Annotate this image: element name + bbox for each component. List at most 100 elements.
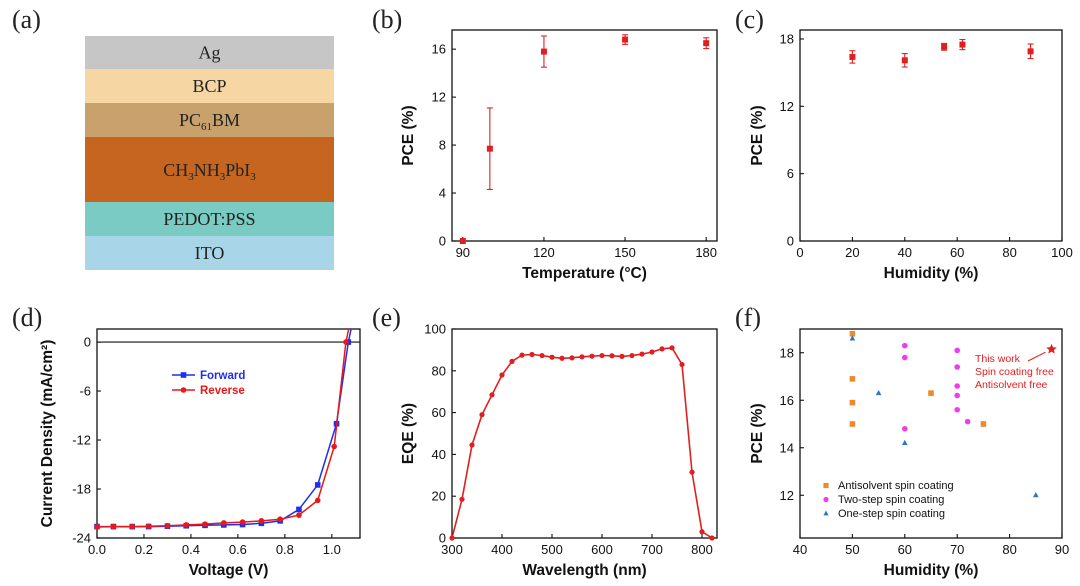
data-point	[619, 353, 625, 359]
x-tick-label: 180	[695, 245, 717, 260]
data-point	[954, 347, 960, 354]
y-tick-label: 60	[432, 405, 446, 420]
data-point	[709, 535, 715, 541]
legend-marker	[823, 496, 829, 503]
x-tick-label: 40	[793, 542, 807, 557]
data-point	[221, 520, 227, 526]
y-tick-label: 12	[432, 90, 446, 105]
data-point	[589, 353, 595, 359]
panel-label-c: (c)	[735, 5, 764, 34]
x-tick-label: 90	[1055, 542, 1069, 557]
data-point	[954, 383, 960, 389]
data-point	[559, 355, 565, 361]
data-point	[629, 352, 635, 359]
data-point	[901, 57, 908, 64]
y-tick-label: 14	[780, 440, 794, 455]
data-point	[489, 392, 495, 398]
data-point	[649, 349, 655, 355]
x-tick-label: 80	[1002, 542, 1016, 557]
x-tick-label: 70	[950, 542, 964, 557]
annotation-text: Antisolvent free	[975, 379, 1048, 391]
annotation-text: Spin coating free	[975, 366, 1054, 378]
annotation-arrow	[1027, 351, 1046, 362]
data-point	[849, 335, 856, 341]
layer-perovskite-label: CH3NH3PbI3	[163, 160, 256, 183]
x-tick-label: 0.0	[88, 542, 106, 557]
data-point	[145, 523, 152, 529]
y-tick-label: 12	[780, 99, 794, 114]
data-point	[202, 521, 208, 527]
x-tick-label: 40	[898, 245, 912, 260]
data-point	[599, 352, 605, 359]
x-tick-label: 60	[950, 245, 964, 260]
y-tick-label: 100	[424, 322, 446, 337]
data-point	[540, 48, 547, 55]
y-tick-label: 18	[780, 31, 794, 46]
series-line	[451, 346, 713, 539]
x-tick-label: 0.6	[229, 542, 247, 557]
chart-f: 40 50 60 70 80 90 12 14 16 18 Humidity (%) PCE (%) A…	[749, 328, 1069, 579]
layer-pedot: PEDOT:PSS	[85, 202, 334, 236]
chart-c: 0 20 40 60 80 100 0 6 12 18 Humidity (%) PCE (%)	[749, 29, 1073, 282]
x-axis-label: Temperature (°C)	[522, 265, 647, 282]
data-point	[928, 390, 934, 396]
data-point	[314, 497, 321, 504]
layer-bcp: BCP	[85, 69, 334, 103]
x-tick-label: 120	[533, 245, 555, 260]
data-point	[569, 355, 575, 361]
legend-marker	[180, 387, 187, 393]
x-axis-label: Humidity (%)	[884, 265, 979, 282]
data-point	[579, 354, 585, 360]
y-tick-label: 8	[439, 138, 446, 153]
data-point	[669, 345, 675, 351]
x-tick-label: 50	[845, 542, 859, 557]
y-tick-label: -12	[72, 433, 91, 448]
panel-label-d: (d)	[12, 303, 42, 332]
plot-frame	[799, 328, 1063, 539]
data-point	[902, 425, 908, 432]
layer-pedot-label: PEDOT:PSS	[163, 209, 255, 229]
layer-pcbm: PC61BM	[85, 103, 334, 137]
data-point	[296, 506, 302, 513]
data-point	[699, 529, 705, 535]
legend-marker	[823, 510, 829, 516]
data-point	[110, 523, 117, 530]
legend-label: Two-step spin coating	[838, 494, 944, 506]
layer-bcp-label: BCP	[192, 76, 226, 96]
x-tick-label: 20	[845, 245, 859, 260]
legend-marker	[180, 372, 187, 378]
legend-label: Antisolvent spin coating	[838, 480, 954, 492]
x-axis-label: Voltage (V)	[189, 562, 269, 579]
y-tick-label: -6	[79, 384, 91, 399]
y-axis-label: EQE (%)	[400, 403, 417, 464]
data-point	[849, 330, 856, 337]
panel-label-a: (a)	[12, 5, 41, 34]
x-tick-label: 0.4	[182, 542, 200, 557]
data-point	[954, 392, 960, 399]
data-point	[954, 406, 960, 413]
data-point	[902, 354, 908, 361]
y-tick-label: 18	[780, 345, 794, 360]
y-tick-label: 0	[439, 531, 446, 546]
x-tick-label: 0.2	[135, 542, 153, 557]
x-tick-label: 400	[491, 542, 513, 557]
y-axis-label: PCE (%)	[749, 105, 766, 165]
chart-b: 90 120 150 180 0 4 8 12 16 Temperature (°C) PCE (%…	[400, 29, 718, 282]
plot-frame	[451, 29, 718, 242]
legend-label: One-step spin coating	[838, 508, 945, 520]
data-point	[164, 522, 171, 529]
plot-frame	[451, 328, 718, 539]
chart-d: 0.0 0.2 0.4 0.6 0.8 1.0 0 -6 -12 -18 -24 Voltage (V…	[39, 328, 361, 579]
data-point	[902, 342, 908, 349]
data-point	[849, 399, 856, 406]
data-point	[343, 339, 349, 345]
data-point	[980, 421, 987, 427]
plot-frame	[799, 29, 1063, 242]
x-tick-label: 800	[691, 542, 713, 557]
data-point	[941, 43, 948, 50]
data-point	[529, 351, 535, 358]
y-tick-label: 0	[787, 234, 794, 249]
data-point	[499, 372, 505, 378]
data-point	[609, 353, 615, 359]
data-point	[296, 512, 302, 518]
